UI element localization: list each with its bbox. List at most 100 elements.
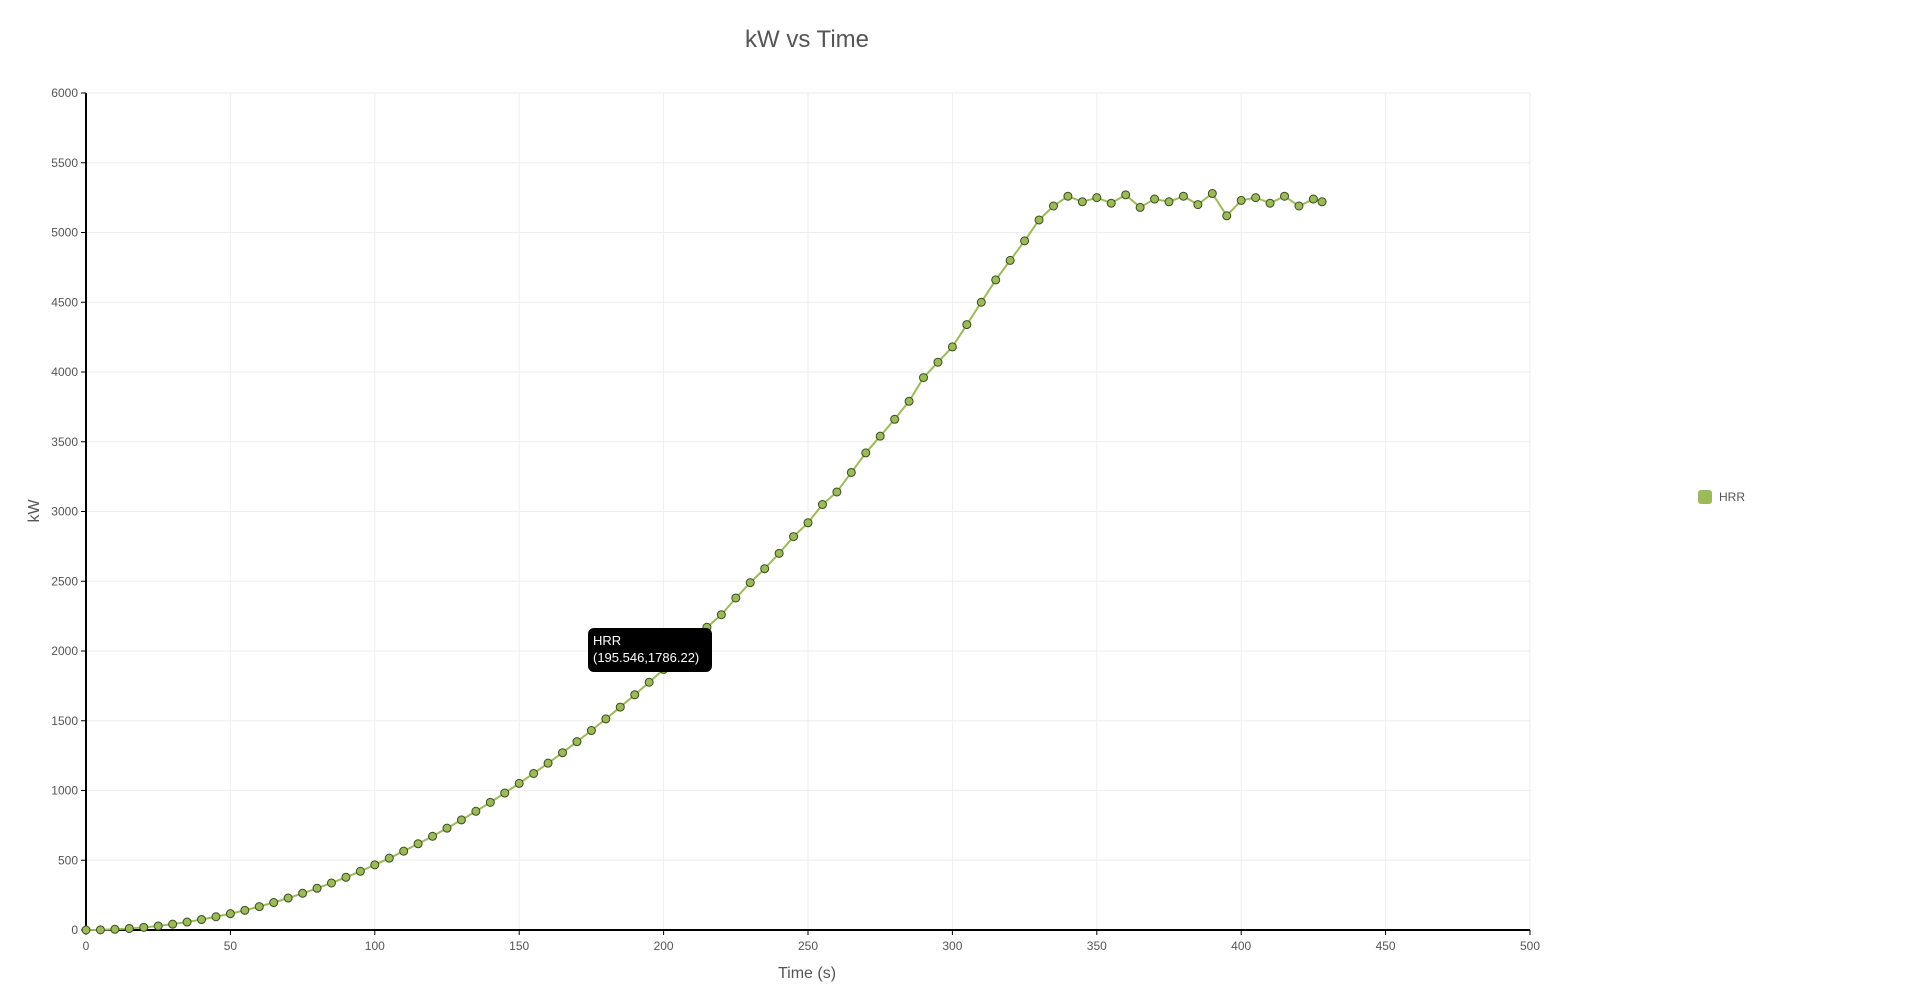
data-point [1020, 236, 1030, 246]
data-point [428, 831, 438, 841]
y-tick-label: 3500 [51, 435, 78, 449]
x-tick-label: 150 [509, 939, 529, 953]
data-point [110, 924, 120, 934]
data-point [991, 275, 1001, 285]
tooltip: HRR (195.546,1786.22) [588, 628, 712, 672]
data-point [1207, 188, 1217, 198]
data-point [1294, 201, 1304, 211]
data-point [254, 902, 264, 912]
data-point [601, 714, 611, 724]
data-point [399, 846, 409, 856]
data-point [731, 593, 741, 603]
data-point [240, 905, 250, 915]
data-point [153, 921, 163, 931]
data-point [139, 922, 149, 932]
data-point [298, 888, 308, 898]
data-point [1005, 255, 1015, 265]
data-point [124, 923, 134, 933]
x-tick-label: 450 [1376, 939, 1396, 953]
x-axis-label: Time (s) [778, 965, 836, 982]
data-point [1077, 197, 1087, 207]
data-point [471, 806, 481, 816]
data-point [168, 919, 178, 929]
y-tick-label: 6000 [51, 86, 78, 100]
data-point [716, 610, 726, 620]
y-tick-label: 1500 [51, 714, 78, 728]
series-line [85, 191, 1323, 931]
data-point [760, 564, 770, 574]
data-point [456, 815, 466, 825]
data-point [442, 823, 452, 833]
data-point [543, 758, 553, 768]
data-point [81, 925, 91, 935]
data-point [95, 925, 105, 935]
data-point [586, 726, 596, 736]
data-point [211, 912, 221, 922]
data-point [1193, 200, 1203, 210]
x-tick-label: 500 [1520, 939, 1540, 953]
data-point [832, 487, 842, 497]
chart-title: kW vs Time [745, 26, 869, 53]
y-tick-label: 2500 [51, 574, 78, 588]
data-point [1164, 197, 1174, 207]
data-point [1236, 195, 1246, 205]
x-tick-label: 400 [1231, 939, 1251, 953]
data-point [514, 778, 524, 788]
data-point [615, 702, 625, 712]
data-point [341, 872, 351, 882]
y-tick-label: 4500 [51, 295, 78, 309]
data-point [774, 548, 784, 558]
x-tick-label: 100 [365, 939, 385, 953]
data-point [283, 893, 293, 903]
legend-label: HRR [1719, 490, 1745, 504]
data-point [1222, 211, 1232, 221]
tooltip-series: HRR [593, 633, 621, 648]
data-point [1063, 191, 1073, 201]
tooltip-text: (195.546,1786.22) [593, 650, 699, 665]
y-tick-label: 3000 [51, 505, 78, 519]
data-point [485, 797, 495, 807]
data-point [1280, 191, 1290, 201]
data-point [919, 373, 929, 383]
data-point [890, 414, 900, 424]
data-point [1106, 198, 1116, 208]
data-point [1265, 198, 1275, 208]
x-tick-label: 250 [798, 939, 818, 953]
data-point [572, 737, 582, 747]
data-point [1092, 193, 1102, 203]
data-point [875, 431, 885, 441]
data-point [384, 853, 394, 863]
data-point [1178, 191, 1188, 201]
y-tick-label: 2000 [51, 644, 78, 658]
data-point [1251, 193, 1261, 203]
data-point [846, 467, 856, 477]
data-point [1317, 197, 1327, 207]
data-point [644, 677, 654, 687]
data-point [529, 768, 539, 778]
data-point [1308, 194, 1318, 204]
tooltip-box [588, 628, 712, 672]
data-point [312, 883, 322, 893]
data-point [904, 396, 914, 406]
data-point [789, 532, 799, 542]
y-tick-label: 5000 [51, 226, 78, 240]
data-point [1150, 194, 1160, 204]
y-tick-label: 1000 [51, 784, 78, 798]
data-point [947, 342, 957, 352]
data-point [933, 357, 943, 367]
data-point [355, 866, 365, 876]
data-point [976, 297, 986, 307]
data-point [370, 860, 380, 870]
x-tick-label: 50 [224, 939, 238, 953]
data-point [962, 320, 972, 330]
x-tick-label: 0 [83, 939, 90, 953]
data-point [1121, 190, 1131, 200]
y-tick-label: 500 [58, 853, 78, 867]
data-point [326, 878, 336, 888]
data-point [1048, 201, 1058, 211]
x-tick-label: 200 [654, 939, 674, 953]
y-tick-label: 4000 [51, 365, 78, 379]
y-tick-label: 5500 [51, 156, 78, 170]
data-point [558, 748, 568, 758]
